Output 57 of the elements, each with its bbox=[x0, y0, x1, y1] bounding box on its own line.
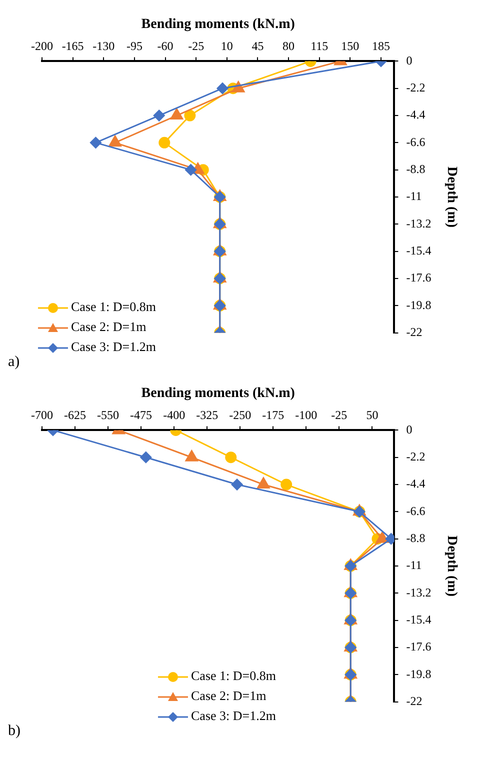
y-tick-label: -6.6 bbox=[406, 134, 426, 149]
x-tick-label: 115 bbox=[310, 39, 328, 54]
x-tick-label: 150 bbox=[341, 39, 360, 54]
y-tick-label: -6.6 bbox=[406, 504, 426, 518]
x-tick-label: -60 bbox=[157, 39, 174, 54]
y-tick-label: -11 bbox=[406, 558, 422, 572]
x-tick-label: -25 bbox=[188, 39, 204, 54]
x-tick-label: -25 bbox=[331, 408, 348, 422]
y-tick-label: 0 bbox=[406, 422, 412, 436]
y-tick-label: -15.4 bbox=[406, 612, 432, 626]
legend-label: Case 3: D=1.2m bbox=[191, 708, 276, 723]
y-tick-label: -2.2 bbox=[406, 450, 426, 464]
legend-label: Case 1: D=0.8m bbox=[191, 668, 276, 683]
x-tick-label: 50 bbox=[366, 408, 378, 422]
y-tick-label: -17.6 bbox=[406, 640, 432, 654]
x-tick-label: 185 bbox=[372, 39, 390, 54]
y-tick-label: -17.6 bbox=[406, 270, 432, 285]
legend-label: Case 2: D=1m bbox=[191, 688, 266, 703]
x-tick-label: -550 bbox=[97, 408, 120, 422]
x-tick-label: -475 bbox=[130, 408, 152, 422]
y-tick-label: -8.8 bbox=[406, 530, 426, 545]
y-tick-label: -4.4 bbox=[406, 476, 426, 491]
y-tick-label: -2.2 bbox=[406, 80, 426, 95]
x-tick-label: 10 bbox=[220, 39, 233, 54]
x-tick-label: -200 bbox=[31, 39, 53, 54]
text: a) bbox=[8, 354, 21, 371]
x-tick-label: -325 bbox=[196, 408, 218, 422]
x-tick-label: -175 bbox=[262, 408, 284, 422]
x-tick-label: -700 bbox=[31, 408, 53, 422]
y-tick-label: -13.2 bbox=[406, 216, 432, 230]
x-tick-label: -250 bbox=[229, 408, 252, 422]
y-tick-label: -19.8 bbox=[406, 298, 432, 312]
y-axis-title: Depth (m) bbox=[444, 535, 459, 597]
x-tick-label: 45 bbox=[252, 39, 264, 54]
x-tick-label: 80 bbox=[282, 39, 295, 54]
x-axis-title: Bending moments (kN.m) bbox=[141, 17, 296, 32]
y-tick-label: -8.8 bbox=[406, 162, 426, 176]
x-tick-label: -95 bbox=[126, 39, 142, 54]
y-axis-title: Depth (m) bbox=[444, 166, 459, 228]
y-tick-label: 0 bbox=[406, 53, 412, 68]
y-tick-label: -19.8 bbox=[406, 666, 432, 681]
y-tick-label: -15.4 bbox=[406, 243, 432, 258]
y-tick-label: -22 bbox=[406, 694, 422, 708]
text: b) bbox=[8, 723, 22, 740]
x-tick-label: -165 bbox=[62, 39, 84, 54]
y-tick-label: -13.2 bbox=[406, 585, 432, 600]
x-tick-label: -130 bbox=[92, 39, 115, 54]
y-tick-label: -11 bbox=[406, 189, 422, 204]
y-tick-label: -22 bbox=[406, 324, 422, 339]
legend-label: Case 2: D=1m bbox=[71, 319, 146, 334]
x-tick-label: -625 bbox=[64, 408, 86, 422]
x-tick-label: -400 bbox=[163, 408, 186, 422]
legend-label: Case 3: D=1.2m bbox=[71, 339, 156, 354]
y-tick-label: -4.4 bbox=[406, 108, 426, 122]
x-axis-title: Bending moments (kN.m) bbox=[141, 386, 296, 402]
legend-label: Case 1: D=0.8m bbox=[71, 299, 156, 314]
x-tick-label: -100 bbox=[295, 408, 318, 422]
